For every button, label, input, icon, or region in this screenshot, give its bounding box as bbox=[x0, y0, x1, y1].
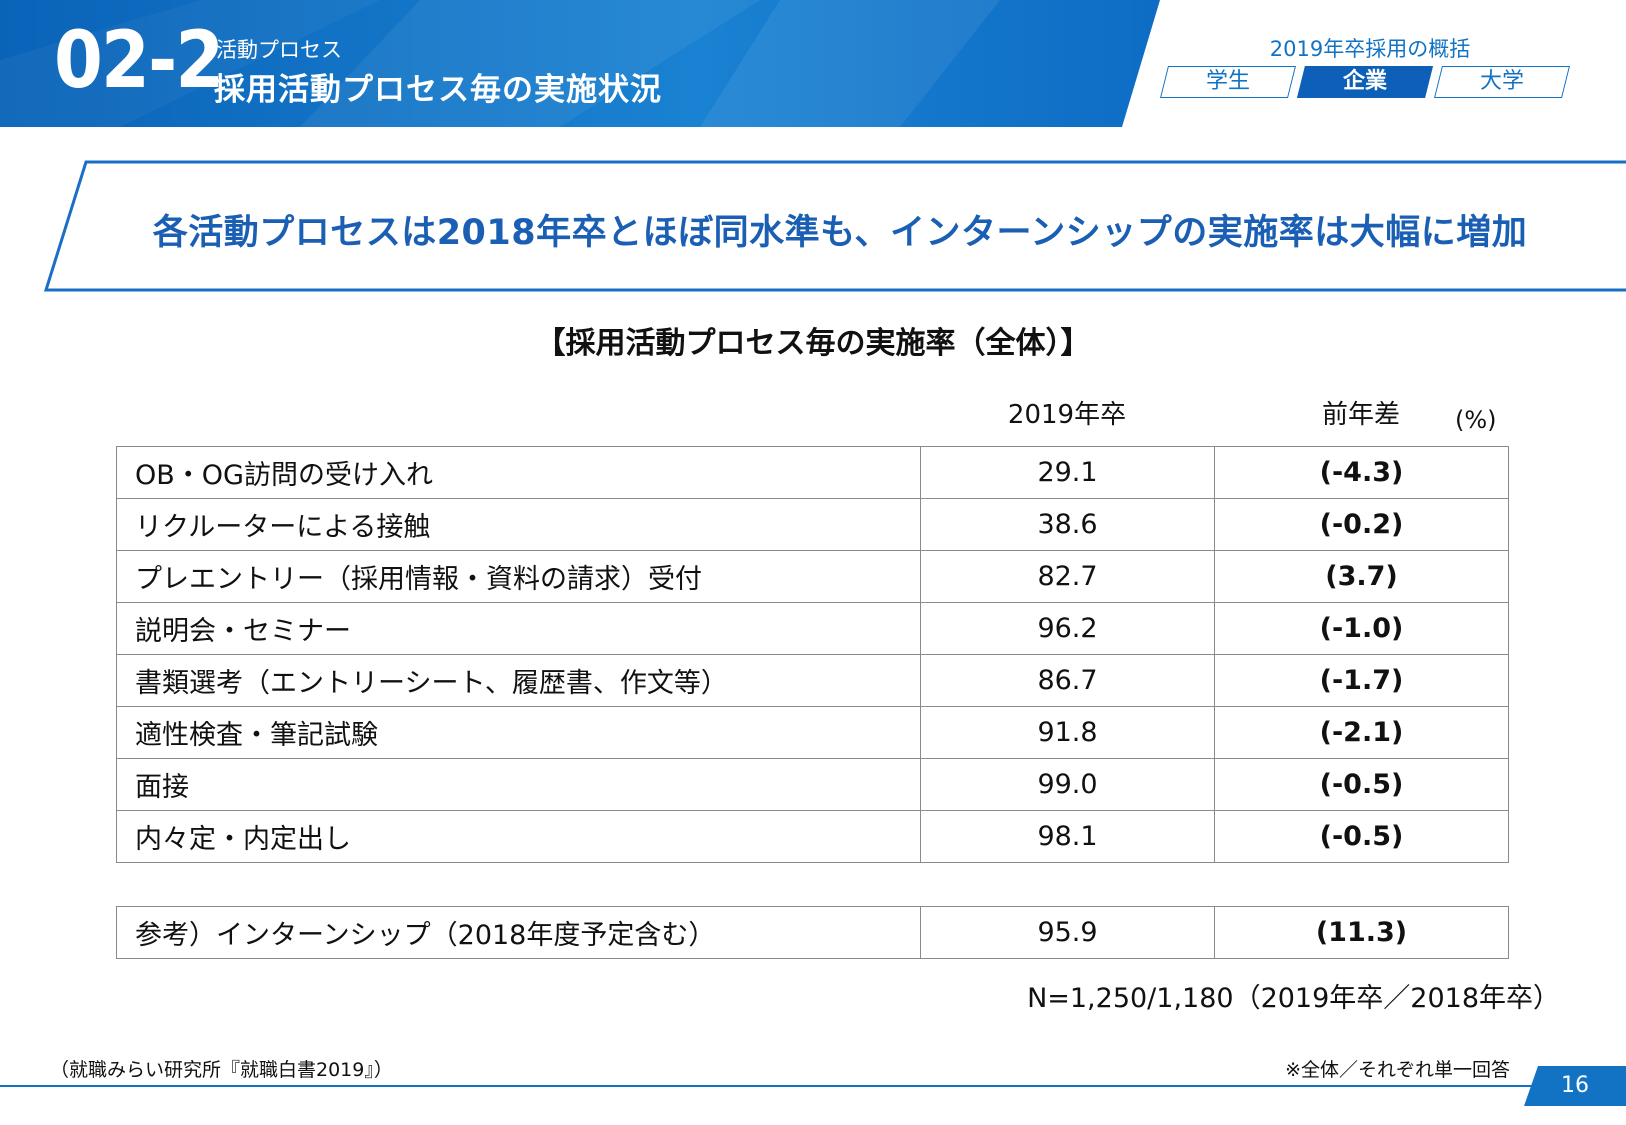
unit-label: (%) bbox=[1455, 406, 1497, 434]
row-value: 98.1 bbox=[920, 810, 1215, 863]
row-label: 内々定・内定出し bbox=[116, 810, 921, 863]
category-tabs: 学生 企業 大学 bbox=[1160, 66, 1574, 100]
tab-student[interactable]: 学生 bbox=[1160, 66, 1296, 98]
table-row: OB・OG訪問の受け入れ 29.1 (-4.3) bbox=[116, 446, 1509, 499]
row-diff: (-1.7) bbox=[1214, 654, 1509, 707]
row-diff: (-0.2) bbox=[1214, 498, 1509, 551]
row-label: リクルーターによる接触 bbox=[116, 498, 921, 551]
row-label: プレエントリー（採用情報・資料の請求）受付 bbox=[116, 550, 921, 603]
row-value: 99.0 bbox=[920, 758, 1215, 811]
row-diff: (-2.1) bbox=[1214, 706, 1509, 759]
table-row: プレエントリー（採用情報・資料の請求）受付 82.7 (3.7) bbox=[116, 550, 1509, 603]
tab-company-label: 企業 bbox=[1342, 69, 1387, 94]
row-value: 95.9 bbox=[920, 906, 1215, 959]
row-label: 参考）インターンシップ（2018年度予定含む） bbox=[116, 906, 921, 959]
column-header-2019: 2019年卒 bbox=[1007, 400, 1127, 430]
table-row: 説明会・セミナー 96.2 (-1.0) bbox=[116, 602, 1509, 655]
row-value: 38.6 bbox=[920, 498, 1215, 551]
row-value: 82.7 bbox=[920, 550, 1215, 603]
section-subtitle: 活動プロセス bbox=[216, 38, 342, 62]
row-value: 29.1 bbox=[920, 446, 1215, 499]
internship-reference-table: 参考）インターンシップ（2018年度予定含む） 95.9 (11.3) bbox=[116, 906, 1509, 959]
row-label: 適性検査・筆記試験 bbox=[116, 706, 921, 759]
table-title: 【採用活動プロセス毎の実施率（全体）】 bbox=[535, 326, 1091, 361]
row-value: 96.2 bbox=[920, 602, 1215, 655]
row-diff: (-0.5) bbox=[1214, 758, 1509, 811]
row-diff: (-0.5) bbox=[1214, 810, 1509, 863]
row-label: OB・OG訪問の受け入れ bbox=[116, 446, 921, 499]
row-value: 91.8 bbox=[920, 706, 1215, 759]
row-label: 説明会・セミナー bbox=[116, 602, 921, 655]
page-number: 16 bbox=[1524, 1066, 1626, 1106]
table-row: 内々定・内定出し 98.1 (-0.5) bbox=[116, 810, 1509, 863]
tab-university-label: 大学 bbox=[1479, 69, 1524, 94]
source-citation: （就職みらい研究所『就職白書2019』） bbox=[50, 1059, 393, 1081]
section-number: 02-2 bbox=[54, 16, 224, 106]
row-value: 86.7 bbox=[920, 654, 1215, 707]
header-background bbox=[0, 0, 1160, 127]
tab-student-label: 学生 bbox=[1205, 69, 1250, 94]
row-diff: (11.3) bbox=[1214, 906, 1509, 959]
process-rate-table: OB・OG訪問の受け入れ 29.1 (-4.3) リクルーターによる接触 38.… bbox=[116, 446, 1509, 863]
overview-title: 2019年卒採用の概括 bbox=[1269, 37, 1471, 61]
sample-size-note: N=1,250/1,180（2019年卒／2018年卒） bbox=[1027, 983, 1560, 1014]
row-label: 書類選考（エントリーシート、履歴書、作文等） bbox=[116, 654, 921, 707]
table-row: 書類選考（エントリーシート、履歴書、作文等） 86.7 (-1.7) bbox=[116, 654, 1509, 707]
footer-divider bbox=[0, 1085, 1626, 1087]
tab-company[interactable]: 企業 bbox=[1297, 66, 1433, 98]
row-diff: (3.7) bbox=[1214, 550, 1509, 603]
table-row: 参考）インターンシップ（2018年度予定含む） 95.9 (11.3) bbox=[116, 906, 1509, 959]
table-row: リクルーターによる接触 38.6 (-0.2) bbox=[116, 498, 1509, 551]
headline-banner-frame bbox=[44, 160, 1626, 292]
column-header-diff: 前年差 bbox=[1321, 400, 1400, 430]
answer-type-note: ※全体／それぞれ単一回答 bbox=[1285, 1059, 1510, 1081]
table-row: 適性検査・筆記試験 91.8 (-2.1) bbox=[116, 706, 1509, 759]
row-diff: (-1.0) bbox=[1214, 602, 1509, 655]
headline-text: 各活動プロセスは2018年卒とほぼ同水準も、インターンシップの実施率は大幅に増加 bbox=[152, 213, 1528, 253]
tab-university[interactable]: 大学 bbox=[1434, 66, 1570, 98]
table-row: 面接 99.0 (-0.5) bbox=[116, 758, 1509, 811]
row-diff: (-4.3) bbox=[1214, 446, 1509, 499]
section-title: 採用活動プロセス毎の実施状況 bbox=[214, 72, 662, 108]
row-label: 面接 bbox=[116, 758, 921, 811]
